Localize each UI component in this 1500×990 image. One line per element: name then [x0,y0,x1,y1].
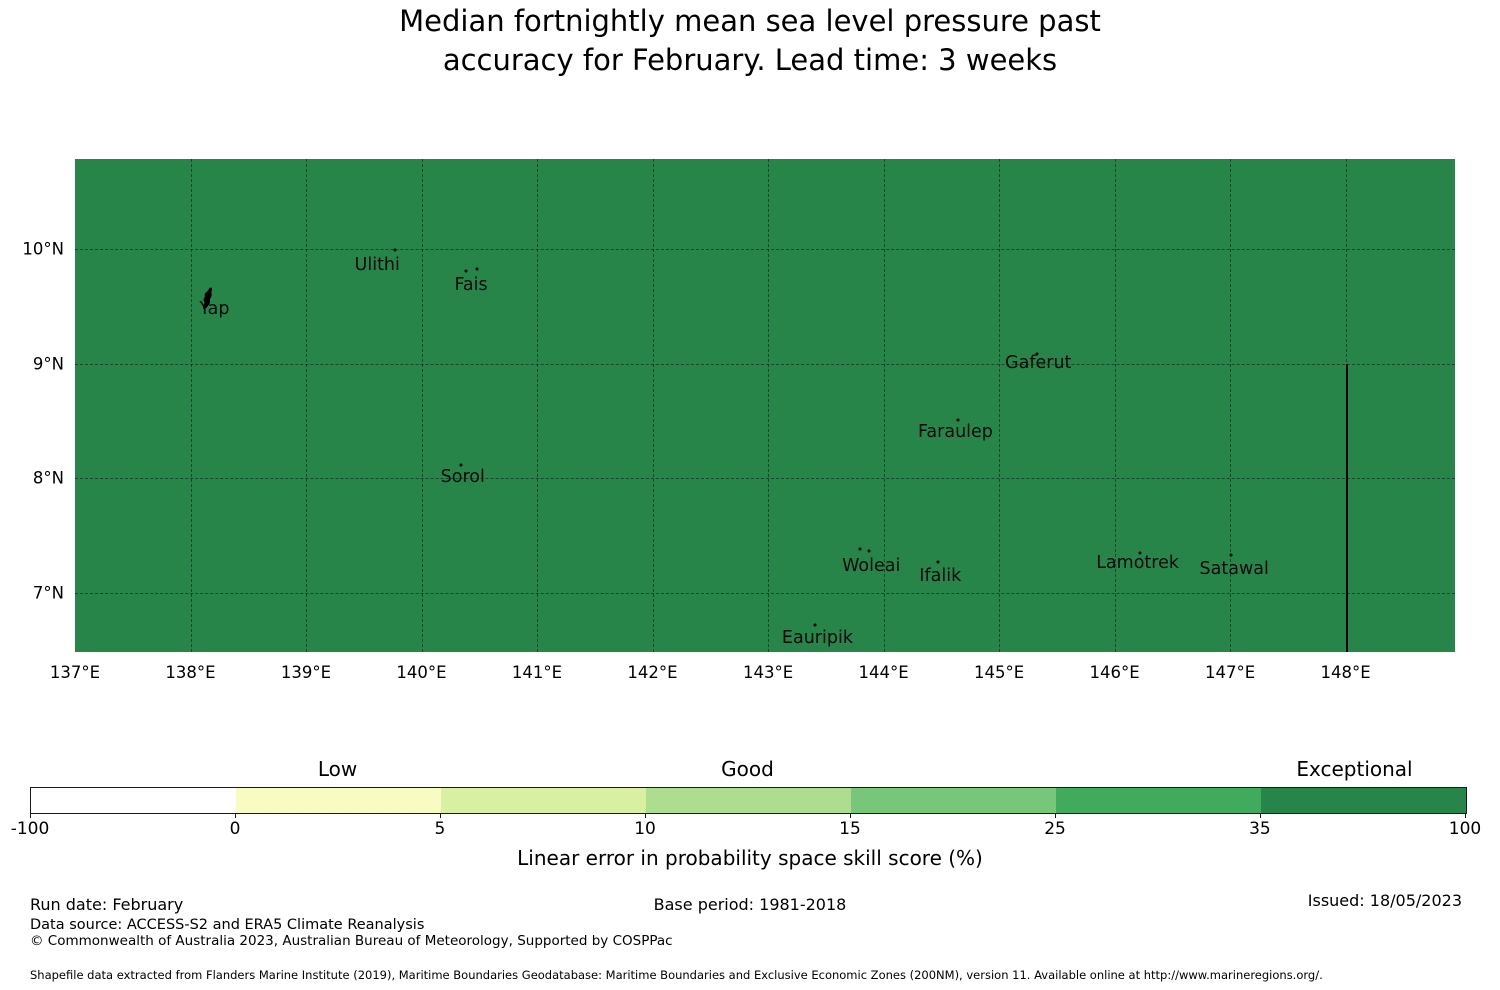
colorbar-category-label: Good [721,757,774,781]
latitude-gridline [75,478,1455,480]
longitude-tick-label: 146°E [1089,663,1140,682]
colorbar-tick-label: 25 [1044,819,1066,839]
latitude-tick-label: 7°N [32,583,64,603]
colorbar-tick-label: -100 [10,819,50,839]
footer-shapefile-note: Shapefile data extracted from Flanders M… [30,968,1323,982]
figure-title-line2: accuracy for February. Lead time: 3 week… [442,43,1058,77]
figure-title: Median fortnightly mean sea level pressu… [0,2,1500,80]
longitude-tick-label: 147°E [1204,663,1256,682]
latitude-gridline [75,592,1455,594]
longitude-gridline [190,159,192,652]
colorbar-category-labels: Low Good Exceptional [30,757,1465,783]
figure-title-line1: Median fortnightly mean sea level pressu… [399,4,1101,38]
longitude-gridline [768,159,770,652]
island-marker-icon [393,248,397,252]
longitude-gridline [1230,159,1232,652]
longitude-tick-label: 138°E [165,663,216,682]
latitude-gridline [75,363,1455,365]
footer-issued-date: Issued: 18/05/2023 [1307,891,1462,910]
colorbar-tickmark [1055,813,1057,818]
colorbar-segment [236,788,441,813]
longitude-gridline [652,159,654,652]
colorbar-category-label: Exceptional [1296,757,1413,781]
longitude-tick-label: 140°E [396,663,447,682]
footer-copyright: © Commonwealth of Australia 2023, Austra… [30,933,673,949]
map: Ulithi Fais Yap Gaferut Faraulep Sorol Woleai I… [75,159,1455,652]
island-marker-icon [464,269,468,273]
latitude-tick-label: 8°N [32,468,64,488]
eez-boundary-line [1345,363,1348,652]
longitude-gridline [883,159,885,652]
longitude-tick-label: 139°E [280,663,332,682]
longitude-tick-label: 148°E [1320,663,1371,682]
island-label-fais: Fais [454,275,488,296]
longitude-tick-label: 144°E [858,663,909,682]
island-marker-icon [1035,352,1039,356]
longitude-gridline [999,159,1001,652]
island-label-eauripik: Eauripik [781,628,853,649]
colorbar-tickmark [30,813,31,818]
latitude-gridline [75,249,1455,251]
island-label-ulithi: Ulithi [354,254,400,275]
colorbar-tick-label: 35 [1249,819,1271,839]
colorbar [30,787,1467,814]
island-marker-icon [867,549,870,553]
island-marker-icon [459,463,463,467]
colorbar-segment [1056,788,1261,813]
yap-island-outline-icon [197,284,217,316]
longitude-gridline [306,159,307,652]
island-label-satawal: Satawal [1199,559,1269,580]
colorbar-category-label: Low [317,757,358,781]
colorbar-ticks: -100 0 5 10 15 25 35 100 [11,813,1481,843]
latitude-axis: 10°N 9°N 8°N 7°N [0,159,64,652]
island-marker-icon [936,560,939,564]
colorbar-segment [851,788,1056,813]
footer-data-source: Data source: ACCESS-S2 and ERA5 Climate … [30,917,425,933]
colorbar-segment [1261,788,1466,813]
longitude-tick-label: 142°E [627,663,678,682]
colorbar-tick-label: 10 [634,819,656,839]
island-marker-icon [475,267,479,271]
colorbar-tick-label: 15 [839,819,861,839]
footer-base-period: Base period: 1981-2018 [653,895,847,914]
colorbar-axis-label: Linear error in probability space skill … [517,846,983,870]
colorbar-tickmark [1259,813,1261,818]
island-marker-icon [956,418,960,422]
longitude-tick-label: 141°E [511,663,563,682]
island-marker-icon [1229,553,1233,557]
island-marker-icon [1138,551,1142,555]
longitude-axis: 137°E 138°E 139°E 140°E 141°E 142°E 143°E 144°E… [50,663,1455,687]
colorbar-tick-label: 5 [434,819,446,839]
latitude-tick-label: 10°N [22,239,64,259]
island-marker-icon [813,623,817,627]
island-label-faraulep: Faraulep [917,422,993,443]
island-label-lamotrek: Lamotrek [1096,553,1179,574]
colorbar-tick-label: 100 [1448,819,1482,839]
colorbar-tickmark [235,813,237,818]
island-label-woleai: Woleai [842,556,901,577]
longitude-gridline [421,159,423,652]
footer-run-date: Run date: February [30,895,184,914]
colorbar-tickmark [645,813,647,818]
island-label-ifalik: Ifalik [919,566,962,587]
longitude-gridline [1114,159,1116,652]
island-marker-icon [858,547,862,551]
colorbar-tickmark [849,813,851,818]
latitude-tick-label: 9°N [32,354,64,374]
colorbar-segment [441,788,646,813]
longitude-tick-label: 145°E [973,663,1025,682]
colorbar-tickmark [439,813,441,818]
island-label-gaferut: Gaferut [1005,353,1072,374]
colorbar-segment [646,788,851,813]
island-label-sorol: Sorol [440,466,485,487]
longitude-tick-label: 137°E [49,663,101,682]
longitude-tick-label: 143°E [742,663,794,682]
colorbar-tick-label: 0 [229,819,241,839]
colorbar-segment [31,788,236,813]
colorbar-tickmark [1465,813,1466,818]
longitude-gridline [537,159,539,652]
